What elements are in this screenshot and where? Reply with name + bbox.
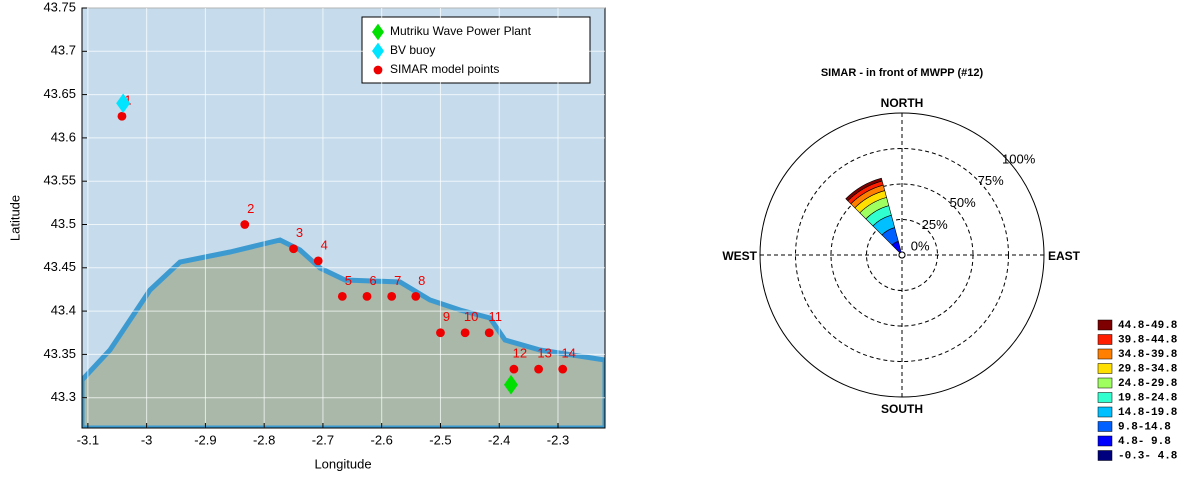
- marker: [411, 292, 420, 301]
- marker: [387, 292, 396, 301]
- marker: [485, 328, 494, 337]
- marker: [240, 220, 249, 229]
- center: [899, 252, 905, 258]
- legend-swatch: [1098, 320, 1112, 330]
- legend-label: 9.8-14.8: [1118, 421, 1171, 433]
- compass-label: EAST: [1048, 249, 1081, 263]
- legend-swatch: [1098, 335, 1112, 345]
- marker: [338, 292, 347, 301]
- y-tick-label: 43.7: [51, 43, 76, 58]
- y-tick-label: 43.3: [51, 389, 76, 404]
- x-axis-label: Longitude: [314, 456, 371, 471]
- marker: [118, 112, 127, 121]
- y-tick-label: 43.65: [43, 86, 76, 101]
- rose-title: SIMAR - in front of MWPP (#12): [821, 67, 984, 79]
- x-tick-label: -2.6: [370, 432, 392, 447]
- legend-label: -0.3- 4.8: [1118, 450, 1178, 462]
- y-tick-label: 43.5: [51, 216, 76, 231]
- point-label: 5: [345, 273, 352, 288]
- legend-swatch: [1098, 378, 1112, 388]
- point-label: 8: [418, 273, 425, 288]
- y-axis-label: Latitude: [7, 195, 22, 241]
- point-label: 7: [394, 273, 401, 288]
- legend-label: 19.8-24.8: [1118, 392, 1178, 404]
- y-tick-label: 43.4: [51, 303, 76, 318]
- r-tick-label: 25%: [922, 217, 948, 232]
- y-tick-label: 43.75: [43, 0, 76, 14]
- r-tick-label: 100%: [1002, 151, 1036, 166]
- marker: [461, 328, 470, 337]
- x-tick-label: -2.5: [429, 432, 451, 447]
- x-tick-label: -3.1: [77, 432, 99, 447]
- legend-label: 24.8-29.8: [1118, 378, 1178, 390]
- x-tick-label: -3: [141, 432, 153, 447]
- compass-label: NORTH: [881, 96, 924, 110]
- x-tick-label: -2.3: [547, 432, 569, 447]
- y-tick-label: 43.45: [43, 259, 76, 274]
- r-tick-label: 50%: [950, 195, 976, 210]
- legend-label: 39.8-44.8: [1118, 334, 1178, 346]
- x-tick-label: -2.4: [488, 432, 510, 447]
- legend-label: BV buoy: [390, 43, 435, 57]
- compass-label: SOUTH: [881, 402, 923, 416]
- legend-swatch: [1098, 422, 1112, 432]
- y-tick-label: 43.55: [43, 173, 76, 188]
- marker: [510, 365, 519, 374]
- legend-label: 14.8-19.8: [1118, 407, 1178, 419]
- legend-swatch: [1098, 436, 1112, 446]
- compass-label: WEST: [722, 249, 757, 263]
- legend-swatch: [1098, 364, 1112, 374]
- marker: [558, 365, 567, 374]
- y-tick-label: 43.35: [43, 346, 76, 361]
- legend-label: 29.8-34.8: [1118, 363, 1178, 375]
- point-label: 6: [369, 273, 376, 288]
- x-tick-label: -2.9: [194, 432, 216, 447]
- legend-label: 34.8-39.8: [1118, 349, 1178, 361]
- point-label: 14: [561, 346, 575, 361]
- legend-label: Mutriku Wave Power Plant: [390, 24, 532, 38]
- marker: [436, 328, 445, 337]
- legend-label: SIMAR model points: [390, 62, 499, 76]
- x-tick-label: -2.7: [312, 432, 334, 447]
- legend-label: 4.8- 9.8: [1118, 436, 1171, 448]
- point-label: 11: [488, 309, 502, 324]
- point-label: 9: [443, 309, 450, 324]
- figure: Longitude Latitude SIMAR - in front of M…: [0, 0, 1204, 477]
- point-label: 2: [247, 201, 254, 216]
- x-tick-label: -2.8: [253, 432, 275, 447]
- point-label: 13: [537, 346, 551, 361]
- point-label: 10: [464, 309, 478, 324]
- legend-swatch: [1098, 393, 1112, 403]
- r-tick-label: 75%: [978, 173, 1004, 188]
- marker: [534, 365, 543, 374]
- y-tick-label: 43.6: [51, 129, 76, 144]
- point-label: 3: [296, 225, 303, 240]
- marker: [289, 244, 298, 253]
- marker: [363, 292, 372, 301]
- point-label: 4: [321, 237, 328, 252]
- point-label: 12: [513, 346, 527, 361]
- legend-swatch: [1098, 407, 1112, 417]
- marker: [314, 256, 323, 265]
- legend-swatch: [1098, 451, 1112, 461]
- r-tick-label: 0%: [911, 239, 930, 254]
- marker: [374, 66, 383, 75]
- legend-swatch: [1098, 349, 1112, 359]
- legend-label: 44.8-49.8: [1118, 320, 1178, 332]
